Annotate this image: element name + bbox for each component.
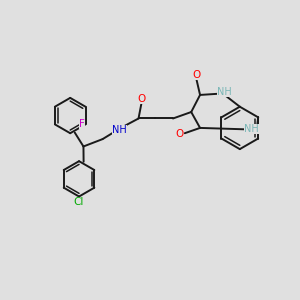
Text: NH: NH: [244, 124, 259, 134]
Text: NH: NH: [112, 125, 127, 135]
Text: F: F: [79, 119, 85, 129]
Text: O: O: [175, 129, 184, 140]
Text: O: O: [192, 70, 201, 80]
Text: O: O: [137, 94, 146, 104]
Text: Cl: Cl: [74, 197, 84, 207]
Text: NH: NH: [217, 87, 231, 97]
